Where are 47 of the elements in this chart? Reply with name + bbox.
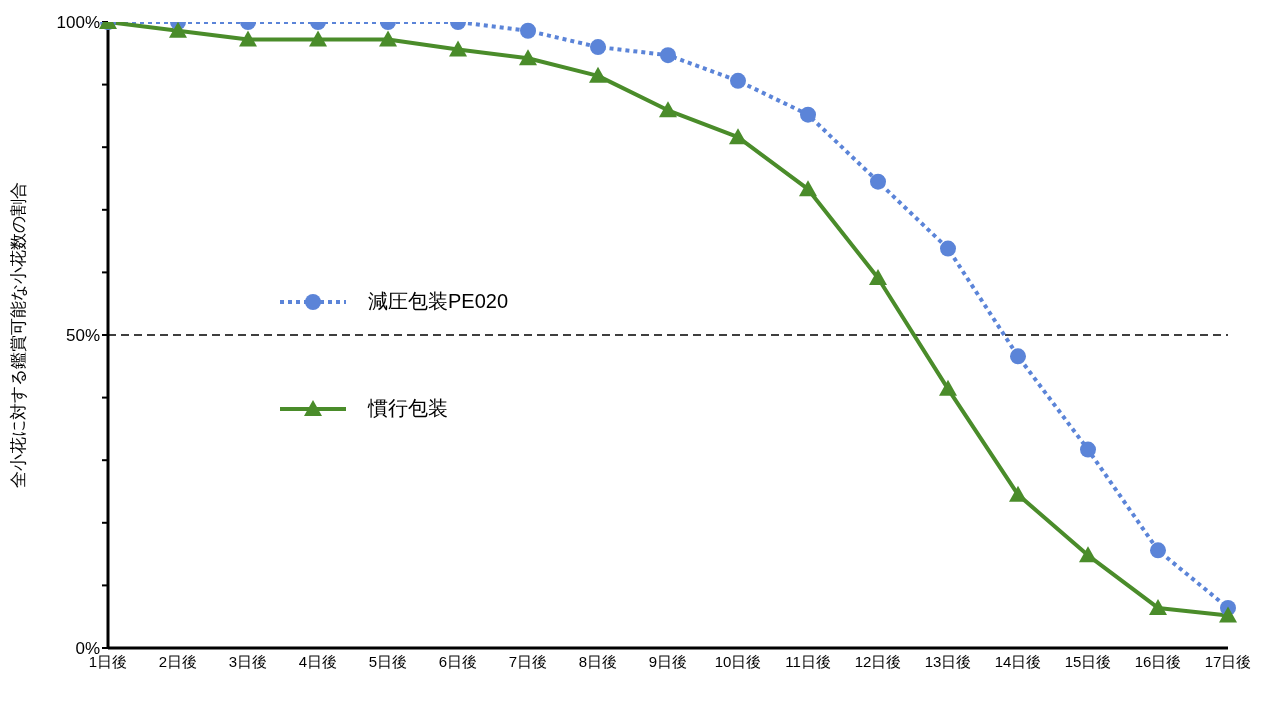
point <box>659 101 677 118</box>
point <box>870 173 886 190</box>
x-tick-label: 12日後 <box>854 652 902 670</box>
point <box>660 47 676 64</box>
point <box>1080 441 1096 458</box>
x-tick-label: 9日後 <box>648 652 688 670</box>
point <box>169 22 187 38</box>
y-axis-title: 全小花に対する鑑賞可能な小花数の割合 <box>9 182 29 488</box>
x-tick-label: 2日後 <box>158 652 198 670</box>
x-tick-label: 13日後 <box>924 652 972 670</box>
legend-label: 慣行包装 <box>368 396 448 421</box>
x-tick-label: 15日後 <box>1064 652 1112 670</box>
x-tick-label: 4日後 <box>298 652 338 670</box>
x-tick-label: 14日後 <box>994 652 1042 670</box>
x-tick-label: 8日後 <box>578 652 618 670</box>
x-tick-label: 3日後 <box>228 652 268 670</box>
point <box>449 40 467 57</box>
x-tick-label: 16日後 <box>1134 652 1182 670</box>
point <box>309 30 327 47</box>
x-tick-label: 5日後 <box>368 652 408 670</box>
point <box>729 128 747 145</box>
point <box>730 72 746 89</box>
x-tick-label: 17日後 <box>1204 652 1252 670</box>
point <box>869 269 887 286</box>
x-tick-label: 11日後 <box>785 652 831 670</box>
legend-label: 減圧包装PE020 <box>368 289 509 314</box>
point <box>940 240 956 257</box>
point <box>1010 348 1026 365</box>
point <box>239 30 257 47</box>
point <box>519 49 537 66</box>
point <box>800 106 816 123</box>
y-tick-label: 100% <box>56 13 100 33</box>
point <box>799 180 817 197</box>
y-tick-label: 50% <box>65 326 100 346</box>
point <box>589 66 607 83</box>
x-tick-label: 7日後 <box>508 652 548 670</box>
point <box>1149 598 1167 615</box>
point <box>520 22 536 39</box>
point <box>1009 485 1027 502</box>
x-tick-label: 6日後 <box>438 652 478 670</box>
point <box>939 379 957 396</box>
point <box>590 39 606 56</box>
point <box>1150 542 1166 559</box>
point <box>1079 546 1097 563</box>
point <box>1219 606 1237 623</box>
x-tick-label: 10日後 <box>714 652 762 670</box>
point <box>379 30 397 47</box>
